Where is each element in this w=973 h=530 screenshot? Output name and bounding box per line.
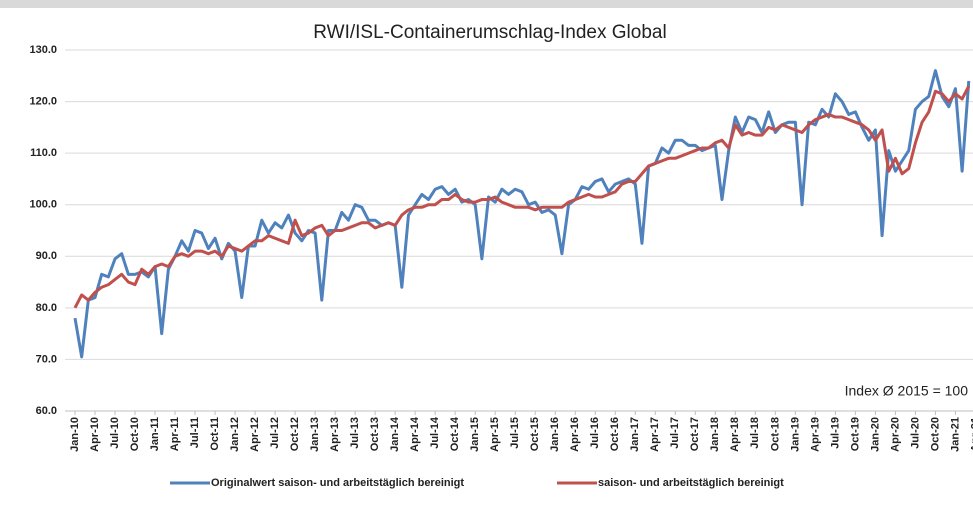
x-tick-label: Jan-11 bbox=[149, 417, 161, 451]
y-tick-label: 60.0 bbox=[36, 405, 57, 417]
x-tick-label: Oct-13 bbox=[369, 417, 381, 451]
x-tick-label: Jul-15 bbox=[509, 417, 521, 449]
y-tick-label: 120.0 bbox=[29, 95, 57, 107]
x-tick-label: Jul-14 bbox=[429, 416, 441, 449]
x-tick-label: Jul-10 bbox=[109, 417, 121, 449]
x-tick-label: Oct-15 bbox=[529, 417, 541, 451]
x-tick-label: Apr-16 bbox=[569, 417, 581, 452]
x-tick-label: Jan-17 bbox=[629, 417, 641, 452]
x-tick-label: Jul-19 bbox=[829, 417, 841, 449]
x-tick-label: Oct-16 bbox=[609, 417, 621, 451]
x-tick-label: Oct-20 bbox=[929, 417, 941, 451]
x-tick-label: Jan-16 bbox=[549, 417, 561, 452]
x-tick-label: Oct-18 bbox=[769, 417, 781, 451]
legend-label: Originalwert saison- und arbeitstäglich … bbox=[211, 477, 464, 489]
x-tick-label: Apr-18 bbox=[729, 417, 741, 452]
x-tick-label: Apr-17 bbox=[649, 417, 661, 452]
x-tick-label: Apr-11 bbox=[169, 417, 181, 451]
x-tick-label: Apr-15 bbox=[489, 417, 501, 452]
x-tick-label: Jan-18 bbox=[709, 417, 721, 452]
x-tick-label: Apr-20 bbox=[889, 417, 901, 452]
x-tick-label: Jan-15 bbox=[469, 417, 481, 452]
x-tick-label: Jul-11 bbox=[189, 417, 201, 448]
x-tick-label: Apr-13 bbox=[329, 417, 341, 452]
x-tick-label: Apr-21 bbox=[969, 417, 973, 452]
y-tick-label: 70.0 bbox=[36, 353, 57, 365]
x-tick-label: Jul-12 bbox=[269, 417, 281, 449]
y-tick-label: 90.0 bbox=[36, 250, 57, 262]
x-tick-label: Jul-16 bbox=[589, 417, 601, 449]
x-tick-label: Jan-19 bbox=[789, 417, 801, 452]
y-tick-label: 100.0 bbox=[29, 199, 57, 211]
top-border bbox=[0, 0, 973, 8]
legend-label: saison- und arbeitstäglich bereinigt bbox=[598, 477, 784, 489]
y-tick-label: 80.0 bbox=[36, 302, 57, 314]
x-tick-label: Oct-17 bbox=[689, 417, 701, 451]
x-tick-label: Jul-17 bbox=[669, 417, 681, 449]
series-line bbox=[73, 85, 971, 309]
chart-title: RWI/ISL-Containerumschlag-Index Global bbox=[313, 22, 666, 43]
x-tick-label: Jan-12 bbox=[229, 417, 241, 452]
annotation: Index Ø 2015 = 100 bbox=[845, 383, 969, 399]
x-tick-label: Apr-12 bbox=[249, 417, 261, 452]
x-tick-label: Oct-14 bbox=[449, 416, 461, 451]
x-tick-label: Apr-10 bbox=[89, 417, 101, 452]
x-tick-label: Oct-10 bbox=[129, 417, 141, 451]
x-tick-label: Jan-20 bbox=[869, 417, 881, 452]
x-tick-label: Jul-18 bbox=[749, 417, 761, 449]
x-tick-label: Oct-11 bbox=[209, 417, 221, 451]
x-tick-label: Apr-14 bbox=[409, 416, 421, 452]
x-tick-label: Jan-10 bbox=[69, 417, 81, 452]
x-tick-label: Apr-19 bbox=[809, 417, 821, 452]
x-tick-label: Jan-13 bbox=[309, 417, 321, 452]
x-tick-label: Jan-21 bbox=[949, 417, 961, 452]
x-tick-label: Oct-12 bbox=[289, 417, 301, 451]
x-tick-label: Jul-20 bbox=[909, 417, 921, 449]
y-tick-label: 110.0 bbox=[30, 147, 57, 159]
x-tick-label: Jul-13 bbox=[349, 417, 361, 449]
y-tick-label: 130.0 bbox=[29, 44, 57, 56]
x-tick-label: Jan-14 bbox=[389, 416, 401, 452]
x-tick-label: Oct-19 bbox=[849, 417, 861, 451]
